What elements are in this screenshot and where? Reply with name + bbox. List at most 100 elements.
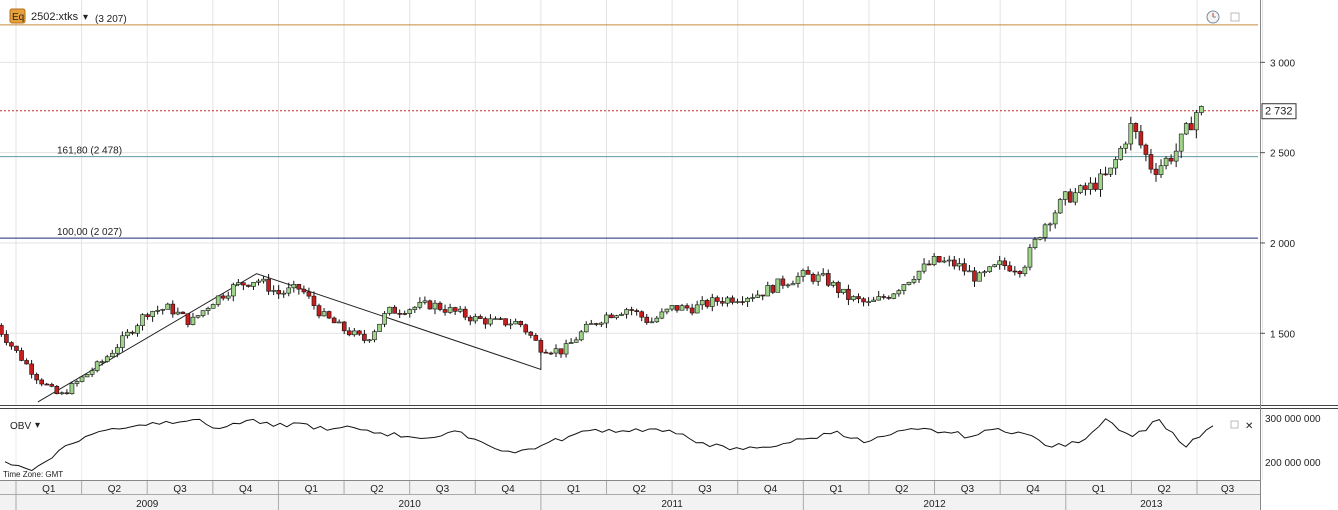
candle-body bbox=[755, 294, 760, 298]
candle-body bbox=[1022, 266, 1028, 275]
candle-body bbox=[251, 282, 256, 287]
candle-body bbox=[357, 330, 362, 335]
candle-body bbox=[412, 306, 418, 310]
fib-label: 100,00 (2 027) bbox=[57, 227, 122, 238]
candle-body bbox=[699, 300, 705, 306]
candle-body bbox=[64, 392, 70, 395]
quarter-label: Q3 bbox=[961, 484, 975, 495]
candle-body bbox=[704, 300, 710, 307]
maximize-icon[interactable] bbox=[1230, 12, 1240, 22]
candle-body bbox=[4, 334, 9, 343]
quarter-label: Q3 bbox=[436, 484, 450, 495]
candle-body bbox=[861, 298, 866, 303]
quarter-label: Q4 bbox=[501, 484, 515, 495]
candle-body bbox=[987, 266, 992, 272]
candle-body bbox=[427, 300, 433, 310]
candle-body bbox=[694, 304, 700, 314]
candle-body bbox=[921, 263, 927, 272]
candle-body bbox=[931, 256, 937, 265]
candle-body bbox=[89, 370, 95, 375]
candle-body bbox=[825, 273, 831, 286]
obv-label[interactable]: OBV bbox=[10, 421, 31, 432]
candle-body bbox=[1118, 147, 1124, 160]
candle-body bbox=[936, 256, 942, 263]
candle-body bbox=[281, 292, 287, 295]
quarter-label: Q4 bbox=[1026, 484, 1040, 495]
candle-body bbox=[967, 270, 972, 273]
candle-body bbox=[815, 274, 821, 282]
fib-levels: (3 207) 161,80 (2 478) 100,00 (2 027) bbox=[0, 14, 1260, 239]
timezone-label: Time Zone: GMT bbox=[3, 470, 63, 479]
candle-body bbox=[836, 282, 841, 293]
candle-body bbox=[220, 295, 226, 299]
y-tick-label: 1 500 bbox=[1270, 329, 1295, 340]
symbol-dropdown-icon[interactable]: ▾ bbox=[83, 12, 88, 23]
candle-body bbox=[533, 335, 539, 341]
candle-body bbox=[362, 333, 367, 341]
candle-body bbox=[599, 322, 604, 325]
candle-body bbox=[145, 314, 150, 317]
candle-body bbox=[407, 309, 413, 314]
equity-badge[interactable] bbox=[9, 8, 26, 24]
candle-body bbox=[568, 342, 574, 344]
trendline[interactable] bbox=[37, 273, 542, 403]
symbol-label[interactable]: 2502:xtks bbox=[31, 11, 79, 23]
candle-body bbox=[34, 374, 39, 381]
candle-body bbox=[291, 284, 297, 289]
candle-body bbox=[417, 301, 423, 308]
candle-body bbox=[866, 301, 871, 303]
candle-body bbox=[518, 321, 523, 326]
quarter-label: Q1 bbox=[1092, 484, 1106, 495]
candle-body bbox=[155, 310, 160, 312]
candle-body bbox=[644, 316, 650, 323]
obv-maximize-icon[interactable] bbox=[1230, 420, 1239, 429]
candle-body bbox=[795, 276, 801, 284]
candle-body bbox=[261, 278, 266, 282]
candle-body bbox=[558, 348, 564, 355]
candle-body bbox=[780, 278, 786, 286]
candle-body bbox=[170, 303, 176, 315]
header: Eq 2502:xtks ▾ bbox=[9, 8, 1240, 24]
candle-body bbox=[709, 297, 715, 307]
year-label: 2013 bbox=[1140, 499, 1163, 510]
candle-body bbox=[99, 361, 105, 363]
candle-body bbox=[1168, 157, 1174, 162]
candle-body bbox=[573, 339, 579, 343]
obv-close-icon[interactable]: ✕ bbox=[1245, 421, 1253, 432]
candle-body bbox=[982, 271, 987, 274]
candle-body bbox=[720, 301, 725, 304]
candle-body bbox=[1178, 133, 1184, 152]
candle-body bbox=[528, 331, 534, 336]
quarter-label: Q1 bbox=[829, 484, 843, 495]
candle-body bbox=[689, 307, 695, 314]
candle-body bbox=[195, 315, 201, 318]
candle-body bbox=[1199, 106, 1204, 113]
candle-body bbox=[185, 313, 191, 325]
candle-body bbox=[735, 301, 740, 303]
candle-body bbox=[210, 304, 216, 309]
candle-body bbox=[104, 356, 110, 362]
candle-body bbox=[896, 290, 902, 295]
candle-body bbox=[241, 282, 246, 286]
time-axis: Q1 Q2 Q3 Q4 Q1 Q2 Q3 Q4 Q1 Q2 Q3 Q4 Q1 Q2 Q3 Q4 Q1 Q2 Q3 20… bbox=[15, 481, 1235, 510]
obv-dropdown-icon[interactable]: ▾ bbox=[35, 420, 40, 431]
candle-body bbox=[962, 263, 967, 272]
candle-body bbox=[997, 260, 1002, 266]
candle-body bbox=[0, 325, 4, 335]
candle-body bbox=[508, 323, 513, 326]
candle-body bbox=[316, 305, 322, 317]
last-price-marker: 2 732 bbox=[1261, 103, 1297, 120]
candle-body bbox=[926, 263, 932, 266]
candle-body bbox=[1183, 123, 1189, 135]
candle-body bbox=[1133, 123, 1139, 132]
candle-body bbox=[765, 285, 771, 297]
candle-body bbox=[452, 307, 458, 312]
candle-body bbox=[674, 305, 680, 311]
candle-body bbox=[1194, 112, 1199, 131]
candle-body bbox=[301, 288, 307, 293]
candle-body bbox=[69, 383, 75, 395]
candle-body bbox=[911, 279, 917, 283]
candle-body bbox=[236, 282, 241, 285]
candle-body bbox=[115, 347, 120, 354]
candle-body bbox=[140, 314, 145, 326]
